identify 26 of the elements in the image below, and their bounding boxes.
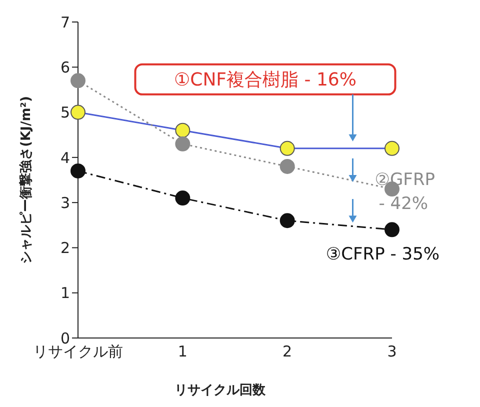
series-label: ②GFRP - 42% bbox=[374, 170, 436, 214]
y-tick-label: 6 bbox=[60, 58, 70, 76]
point bbox=[70, 163, 86, 178]
series-label: ③CFRP - 35% bbox=[326, 244, 440, 265]
point bbox=[280, 213, 295, 228]
point bbox=[70, 104, 86, 120]
y-tick-label: 4 bbox=[60, 148, 70, 167]
x-tick-label: 3 bbox=[387, 342, 397, 361]
x-tick-label: 1 bbox=[178, 342, 188, 361]
y-tick-label: 7 bbox=[60, 13, 70, 32]
point bbox=[175, 136, 190, 152]
point bbox=[384, 140, 400, 156]
y-tick-label: 2 bbox=[60, 239, 70, 258]
y-tick-label: 5 bbox=[60, 104, 70, 122]
x-axis-title: リサイクル回数 bbox=[174, 383, 266, 398]
point bbox=[175, 122, 190, 138]
point bbox=[280, 140, 295, 156]
y-axis-title: シャルピー衝撃強さ(KJ/m²) bbox=[18, 96, 34, 264]
series-label: ①CNF複合樹脂 - 16% bbox=[174, 69, 356, 90]
point bbox=[70, 73, 86, 88]
point bbox=[280, 158, 295, 174]
y-tick-label: 3 bbox=[60, 194, 70, 212]
point bbox=[175, 190, 190, 206]
x-tick-label: 2 bbox=[282, 342, 292, 361]
y-tick-label: 1 bbox=[60, 284, 70, 302]
point bbox=[384, 222, 400, 238]
